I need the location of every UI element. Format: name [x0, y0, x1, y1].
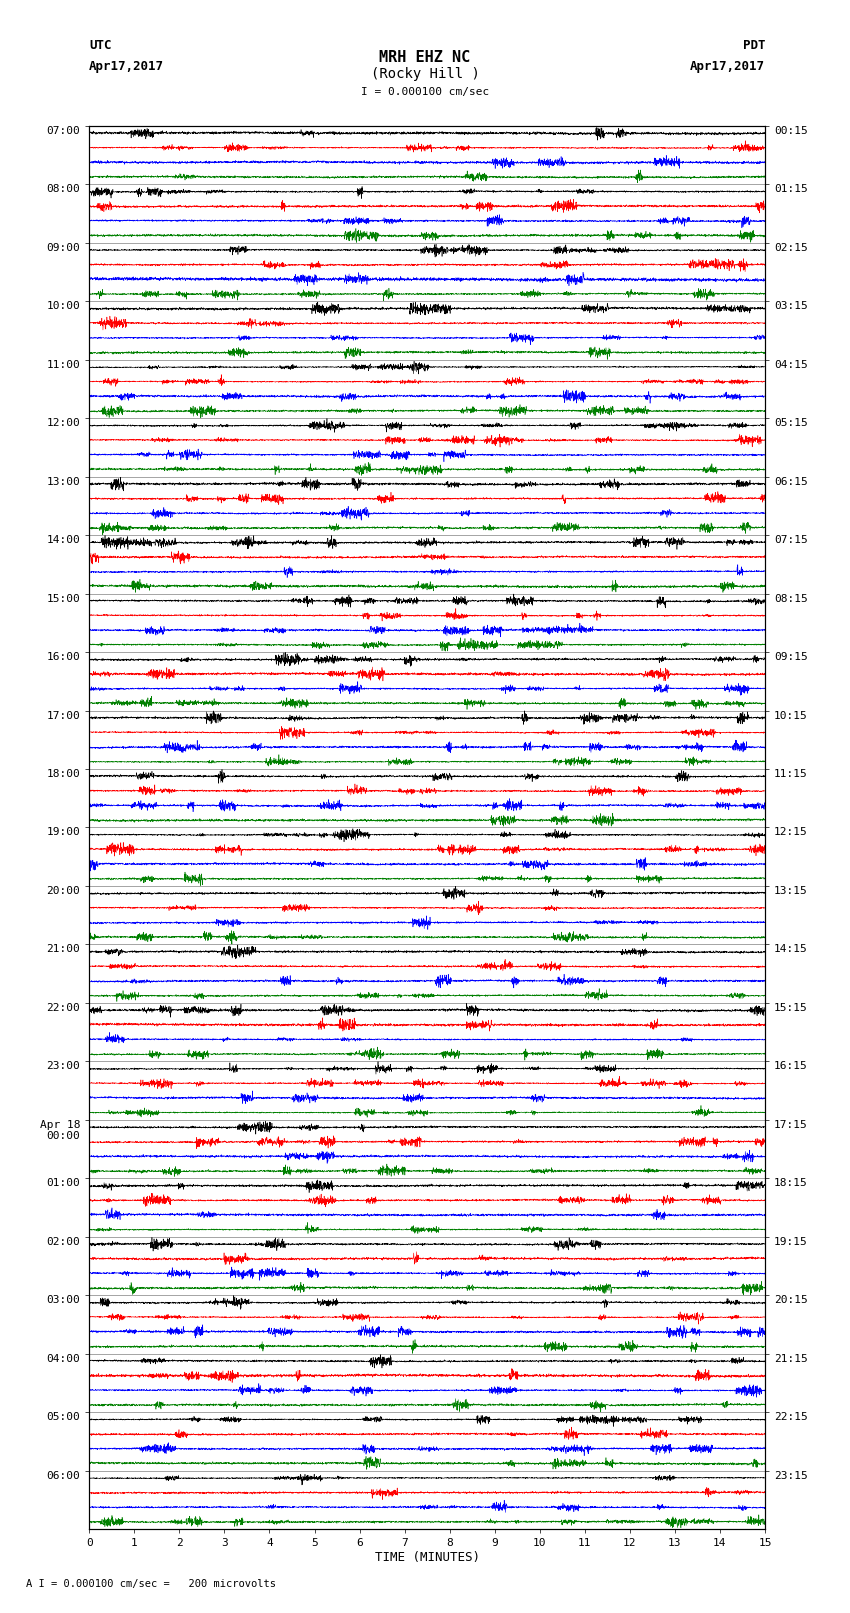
Text: Apr17,2017: Apr17,2017: [690, 60, 765, 73]
X-axis label: TIME (MINUTES): TIME (MINUTES): [375, 1552, 479, 1565]
Text: Apr17,2017: Apr17,2017: [89, 60, 164, 73]
Text: PDT: PDT: [743, 39, 765, 52]
Text: (Rocky Hill ): (Rocky Hill ): [371, 66, 479, 81]
Text: I = 0.000100 cm/sec: I = 0.000100 cm/sec: [361, 87, 489, 97]
Text: A I = 0.000100 cm/sec =   200 microvolts: A I = 0.000100 cm/sec = 200 microvolts: [26, 1579, 275, 1589]
Text: MRH EHZ NC: MRH EHZ NC: [379, 50, 471, 65]
Text: UTC: UTC: [89, 39, 111, 52]
